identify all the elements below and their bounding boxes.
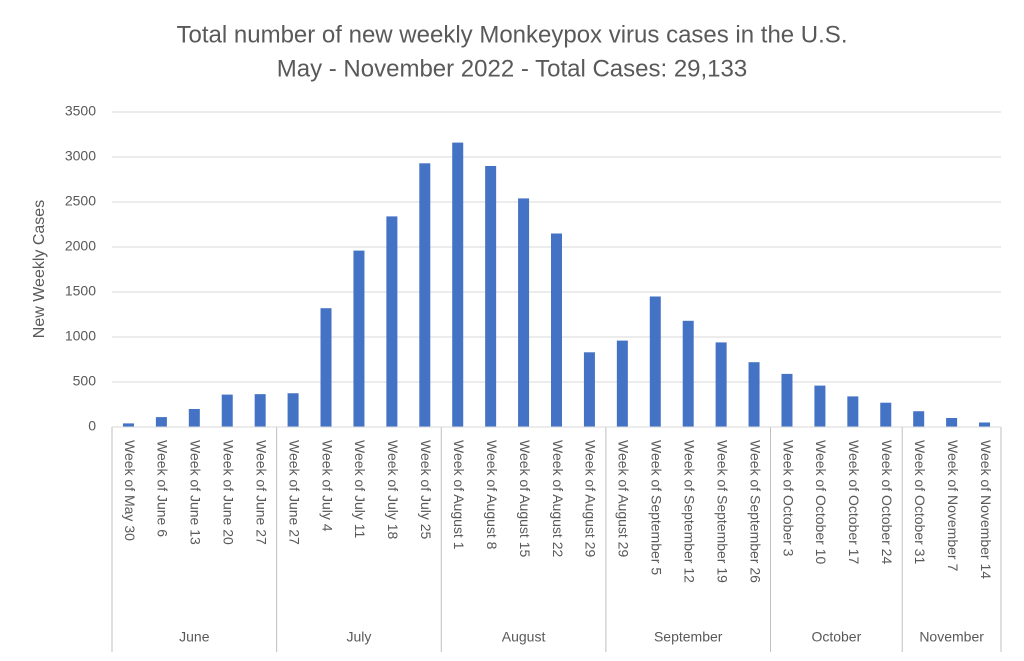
- bar: [682, 320, 694, 427]
- x-tick-label: Week of June 27: [286, 440, 302, 545]
- bar: [649, 296, 661, 427]
- bar: [748, 362, 760, 427]
- bar: [518, 198, 530, 427]
- y-tick-label: 2500: [65, 193, 96, 209]
- bar: [814, 385, 826, 427]
- bar: [913, 411, 925, 427]
- bar: [551, 233, 562, 427]
- x-tick-label: Week of May 30: [122, 440, 138, 541]
- y-axis-label: New Weekly Cases: [31, 200, 48, 338]
- bar: [221, 394, 233, 427]
- x-tick-label: Week of July 18: [385, 440, 401, 540]
- bar: [979, 422, 991, 427]
- x-tick-label: Week of August 22: [550, 440, 566, 557]
- x-tick-label: Week of October 17: [846, 440, 862, 564]
- group-label: June: [179, 629, 210, 645]
- bar: [155, 417, 167, 427]
- bar: [847, 396, 859, 427]
- bar: [452, 142, 464, 427]
- bar: [254, 394, 266, 427]
- x-tick-label: Week of October 3: [780, 440, 796, 557]
- group-label: September: [654, 629, 723, 645]
- x-tick-label: Week of August 29: [616, 440, 632, 557]
- bar: [715, 342, 727, 427]
- x-tick-label: Week of October 31: [912, 440, 928, 564]
- bar: [946, 418, 958, 427]
- bar: [353, 250, 365, 427]
- x-tick-label: Week of July 4: [319, 440, 335, 532]
- bar: [386, 216, 398, 427]
- x-tick-label: Week of June 6: [155, 440, 171, 537]
- x-tick-label: Week of July 11: [352, 440, 368, 539]
- x-tick-label: Week of October 10: [813, 440, 829, 564]
- x-tick-label: Week of November 14: [978, 440, 994, 579]
- x-tick-label: Week of June 20: [221, 440, 237, 545]
- bar: [320, 308, 332, 427]
- y-tick-label: 0: [88, 418, 96, 434]
- bar: [880, 402, 892, 427]
- bar: [287, 393, 299, 427]
- bar: [122, 423, 134, 427]
- y-tick-label: 3000: [65, 148, 96, 164]
- group-label: November: [919, 629, 984, 645]
- x-tick-label: Week of September 19: [714, 440, 730, 583]
- x-tick-label: Week of September 26: [747, 440, 763, 583]
- x-tick-label: Week of September 12: [682, 440, 698, 583]
- bar: [188, 409, 200, 427]
- y-tick-label: 2000: [65, 238, 96, 254]
- y-tick-label: 1500: [65, 283, 96, 299]
- x-tick-label: Week of October 24: [879, 440, 895, 564]
- chart-subtitle: May - November 2022 - Total Cases: 29,13…: [277, 55, 747, 82]
- x-tick-label: Week of June 27: [253, 440, 269, 545]
- y-tick-label: 500: [73, 373, 97, 389]
- x-tick-label: Week of August 1: [451, 440, 467, 550]
- bar: [485, 166, 497, 427]
- chart-title: Total number of new weekly Monkeypox vir…: [177, 21, 848, 48]
- x-tick-label: Week of August 29: [583, 440, 599, 557]
- x-tick-label: Week of August 8: [484, 440, 500, 550]
- y-tick-label: 1000: [65, 328, 96, 344]
- bar: [419, 163, 431, 428]
- y-tick-label: 3500: [65, 103, 96, 119]
- bar: [583, 352, 595, 427]
- x-tick-label: Week of June 13: [188, 440, 204, 545]
- x-tick-label: Week of July 25: [418, 440, 434, 540]
- bar: [616, 340, 628, 427]
- bar: [781, 373, 793, 427]
- x-tick-label: Week of August 15: [517, 440, 533, 557]
- group-label: October: [811, 629, 861, 645]
- x-tick-label: Week of September 5: [649, 440, 665, 575]
- group-label: August: [502, 629, 546, 645]
- x-tick-label: Week of November 7: [945, 440, 961, 571]
- group-label: July: [346, 629, 371, 645]
